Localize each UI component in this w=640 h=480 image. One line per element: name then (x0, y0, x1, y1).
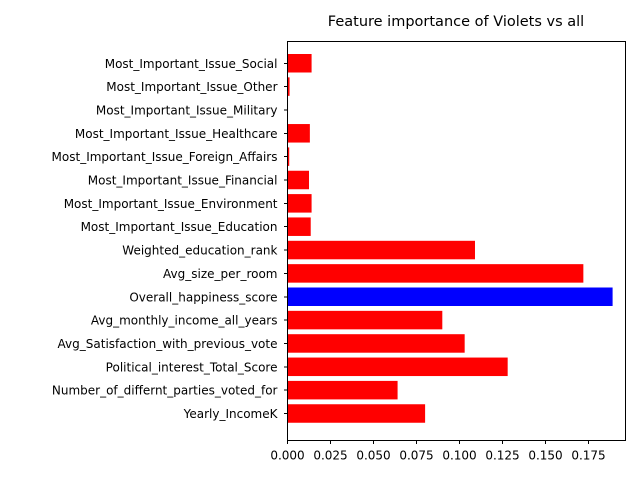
x-tick-label: 0.150 (528, 449, 562, 463)
bar-most-important-issue-environment (287, 194, 312, 213)
y-tick-label: Most_Important_Issue_Environment (64, 197, 278, 211)
y-ticks-group: Yearly_IncomeK Number_of_differnt_parties… (52, 57, 288, 421)
plot-frame (287, 41, 626, 441)
bar-most-important-issue-healthcare (287, 124, 310, 143)
y-tick-label: Most_Important_Issue_Healthcare (75, 127, 278, 141)
bar-most-important-issue-financial (287, 170, 310, 190)
y-tick-label: Most_Important_Issue_Military (96, 103, 278, 117)
y-tick-label: Avg_monthly_income_all_years (91, 314, 278, 328)
bar-political-interest-total-score (287, 357, 508, 377)
bar-overall-happiness-score (287, 287, 613, 306)
x-tick-label: 0.000 (270, 449, 304, 463)
y-tick-label: Number_of_differnt_parties_voted_for (52, 384, 278, 398)
y-tick-label: Overall_happiness_score (129, 290, 277, 304)
y-tick-label: Avg_size_per_room (163, 267, 277, 281)
y-tick-label: Most_Important_Issue_Financial (88, 174, 278, 188)
y-tick-label: Most_Important_Issue_Education (81, 220, 278, 234)
y-tick-label: Avg_Satisfaction_with_previous_vote (58, 337, 278, 351)
bar-number-of-differnt-parties-voted-for (287, 380, 398, 400)
bar-avg-size-per-room (287, 264, 584, 283)
bars-group (287, 54, 613, 423)
bar-most-important-issue-social (287, 54, 312, 73)
bar-weighted-education-rank (287, 240, 475, 260)
x-tick-label: 0.175 (571, 449, 605, 463)
x-ticks-group: 0.000 0.025 0.050 0.075 0.100 0.125 0.150 0.175 (270, 440, 606, 463)
y-tick-label: Most_Important_Issue_Other (106, 80, 277, 94)
bar-avg-monthly-income-all-years (287, 310, 443, 330)
bar-most-important-issue-foreign-affairs (287, 147, 290, 166)
y-tick-label: Weighted_education_rank (122, 244, 277, 258)
y-tick-label: Most_Important_Issue_Foreign_Affairs (52, 150, 278, 164)
bar-most-important-issue-education (287, 217, 311, 236)
x-tick-label: 0.100 (442, 449, 476, 463)
x-tick-label: 0.125 (485, 449, 519, 463)
bar-most-important-issue-other (287, 77, 290, 96)
y-tick-label: Political_interest_Total_Score (106, 360, 278, 374)
bar-avg-satisfaction-with-previous-vote (287, 334, 465, 353)
chart-title: Feature importance of Violets vs all (328, 14, 584, 30)
x-tick-label: 0.050 (356, 449, 390, 463)
x-tick-label: 0.025 (313, 449, 347, 463)
bar-yearly-incomek (287, 404, 426, 423)
y-tick-label: Most_Important_Issue_Social (105, 57, 278, 71)
y-tick-label: Yearly_IncomeK (183, 407, 279, 421)
x-tick-label: 0.075 (399, 449, 433, 463)
